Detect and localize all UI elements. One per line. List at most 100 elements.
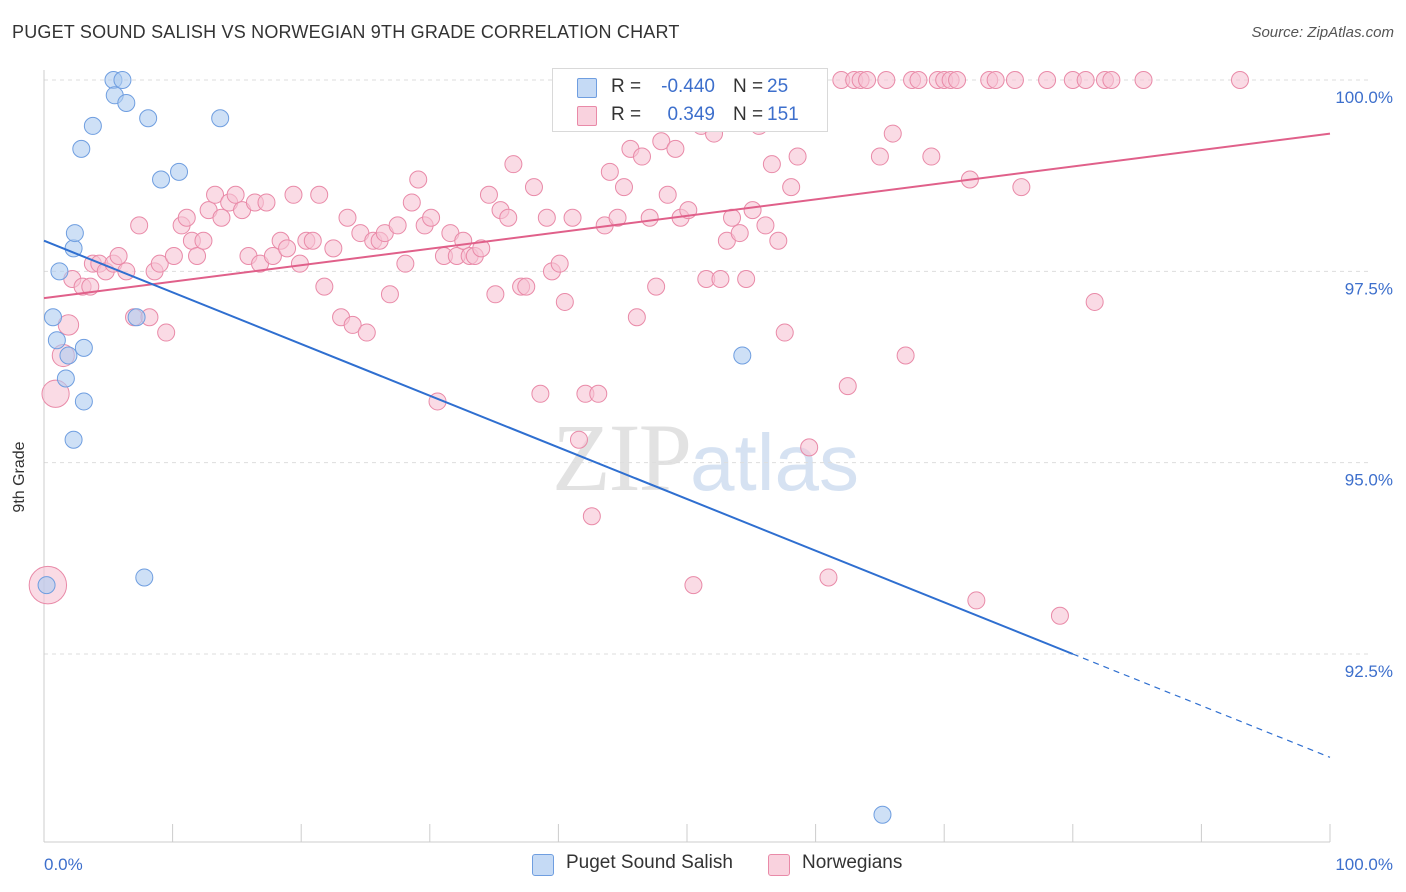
norwegians-point <box>479 185 498 204</box>
norwegians-point <box>537 208 556 227</box>
salish-point <box>873 805 892 824</box>
norwegians-point <box>658 185 677 204</box>
norwegians-point <box>896 346 915 365</box>
norwegians-point <box>819 568 838 587</box>
salish-point <box>117 93 136 112</box>
norwegians-point <box>324 239 343 258</box>
norwegians-point <box>396 254 415 273</box>
norwegians-r-label: R = <box>611 104 642 125</box>
legend-salish-swatch <box>532 854 554 876</box>
norwegians-point <box>922 147 941 166</box>
norwegians-point <box>150 254 169 273</box>
y-tick-label: 100.0% <box>1335 88 1393 107</box>
norwegians-point <box>743 201 762 220</box>
norwegians-point <box>948 71 967 89</box>
norwegians-point <box>1038 71 1057 89</box>
norwegians-point <box>647 277 666 296</box>
chart-title: PUGET SOUND SALISH VS NORWEGIAN 9TH GRAD… <box>12 22 680 42</box>
salish-point <box>135 568 154 587</box>
norwegians-point <box>550 254 569 273</box>
norwegians-point <box>858 71 877 89</box>
salish-n-value: 25 <box>767 76 789 97</box>
norwegians-swatch <box>577 106 597 126</box>
watermark-zip: ZIP <box>552 404 692 511</box>
norwegians-point <box>870 147 889 166</box>
norwegians-point <box>640 208 659 227</box>
salish-point <box>50 262 69 281</box>
norwegians-point <box>986 71 1005 89</box>
norwegians-point <box>711 269 730 288</box>
stats-row-norwegians: R = 0.349 N = 151 <box>553 100 827 130</box>
norwegians-point <box>303 231 322 250</box>
norwegians-point <box>756 216 775 235</box>
norwegians-point <box>632 147 651 166</box>
norwegians-point <box>531 384 550 403</box>
norwegians-point <box>257 193 276 212</box>
norwegians-point <box>310 185 329 204</box>
salish-swatch <box>577 78 597 98</box>
norwegians-point <box>130 216 149 235</box>
salish-point <box>65 224 84 243</box>
norwegians-point <box>388 216 407 235</box>
source-label: Source: ZipAtlas.com <box>1251 24 1394 41</box>
norwegians-point <box>589 384 608 403</box>
norwegians-point <box>769 231 788 250</box>
salish-point <box>152 170 171 189</box>
norwegians-n-label: N = <box>733 104 764 125</box>
norwegians-point <box>41 379 70 408</box>
norwegians-point <box>263 247 282 266</box>
norwegians-point <box>188 247 207 266</box>
norwegians-point <box>775 323 794 342</box>
norwegians-point <box>684 576 703 595</box>
norwegians-point <box>57 314 80 336</box>
norwegians-point <box>1012 178 1031 197</box>
salish-point <box>211 109 230 128</box>
y-tick-label: 97.5% <box>1345 279 1393 298</box>
norwegians-point <box>1134 71 1153 89</box>
norwegians-point <box>499 208 518 227</box>
norwegians-point <box>402 193 421 212</box>
salish-point <box>64 430 83 449</box>
norwegians-point <box>737 269 756 288</box>
norwegians-point <box>409 170 428 189</box>
norwegians-point <box>762 155 781 174</box>
norwegians-point <box>614 178 633 197</box>
norwegians-point <box>877 71 896 89</box>
norwegians-point <box>909 71 928 89</box>
norwegians-point <box>883 124 902 143</box>
norwegians-point <box>1085 292 1104 311</box>
norwegians-point <box>380 285 399 304</box>
norwegians-point <box>582 507 601 526</box>
norwegians-point <box>608 208 627 227</box>
norwegians-point <box>666 139 685 158</box>
norwegians-point <box>486 285 505 304</box>
salish-r-value: -0.440 <box>661 76 715 97</box>
legend-norwegians-label: Norwegians <box>802 852 903 873</box>
norwegians-point <box>338 208 357 227</box>
norwegians-point <box>315 277 334 296</box>
salish-point <box>37 576 56 595</box>
norwegians-point <box>164 247 183 266</box>
norwegians-point <box>838 377 857 396</box>
norwegians-point <box>967 591 986 610</box>
salish-point <box>56 369 75 388</box>
norwegians-point <box>1076 71 1095 89</box>
norwegians-point <box>357 323 376 342</box>
norwegians-point <box>524 178 543 197</box>
salish-point <box>113 71 132 89</box>
norwegians-point <box>194 231 213 250</box>
norwegians-n-value: 151 <box>767 104 799 125</box>
norwegians-point <box>206 185 225 204</box>
salish-point <box>139 109 158 128</box>
norwegians-point <box>517 277 536 296</box>
salish-point <box>733 346 752 365</box>
salish-point <box>127 308 146 327</box>
norwegians-trend-line <box>43 132 1331 300</box>
stats-legend: R = -0.440 N = 25 R = 0.349 N = 151 <box>552 68 828 132</box>
salish-point <box>74 338 93 357</box>
norwegians-point <box>472 239 491 258</box>
norwegians-point <box>1050 606 1069 625</box>
salish-trend-line <box>43 239 1074 655</box>
norwegians-point <box>627 308 646 327</box>
